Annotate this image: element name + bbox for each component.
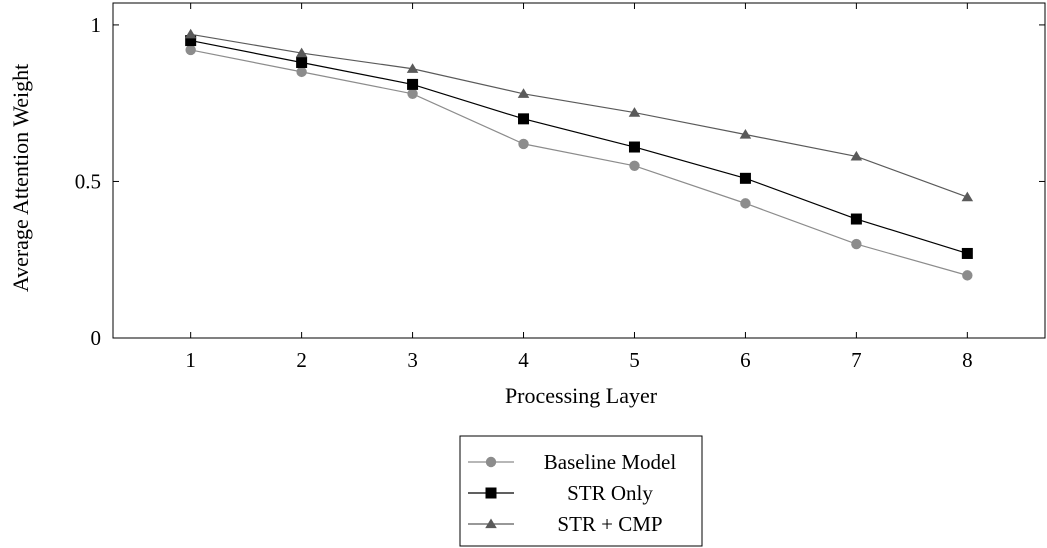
x-axis-ticks: 1 2 3 4 5 6 7 8 — [185, 3, 973, 372]
series-point — [296, 56, 308, 68]
y-tick-label: 0 — [91, 326, 102, 350]
series-point — [295, 47, 308, 58]
legend: Baseline Model STR Only STR + CMP — [459, 435, 703, 547]
plot-frame — [112, 2, 1046, 339]
series-point — [850, 150, 863, 161]
x-tick-label: 4 — [518, 348, 529, 372]
legend-marker — [485, 456, 497, 468]
x-tick-label: 7 — [851, 348, 862, 372]
legend-label: Baseline Model — [544, 450, 677, 474]
series-point — [184, 28, 197, 39]
y-tick-label: 0.5 — [75, 169, 101, 193]
y-tick-label: 1 — [91, 13, 102, 37]
series-point — [740, 198, 751, 209]
y-axis-ticks: 00.51 — [75, 13, 1045, 350]
x-axis-label: Processing Layer — [505, 383, 658, 408]
series-point — [961, 247, 973, 259]
series-point — [739, 128, 752, 139]
legend-box — [459, 435, 703, 547]
series-point — [629, 160, 640, 172]
series-point — [628, 107, 641, 117]
legend-marker — [485, 518, 497, 529]
x-tick-label: 3 — [407, 348, 418, 372]
series-line — [190, 49, 968, 276]
series-point — [850, 213, 862, 225]
series-point — [518, 138, 529, 150]
series-layer — [184, 28, 974, 281]
series-point — [628, 141, 640, 153]
series-point — [185, 44, 196, 56]
x-tick-label: 5 — [629, 348, 640, 372]
legend-entries: Baseline Model STR Only STR + CMP — [468, 450, 676, 536]
series-point — [517, 88, 530, 98]
x-tick-label: 6 — [740, 348, 751, 372]
series-point — [407, 88, 418, 99]
series-point — [739, 172, 751, 184]
series-point — [185, 35, 197, 47]
series-point — [296, 66, 307, 78]
legend-marker — [485, 487, 497, 499]
x-tick-label: 2 — [296, 348, 307, 372]
series-point — [962, 270, 973, 281]
series-line — [190, 39, 968, 255]
x-tick-label: 8 — [962, 348, 973, 372]
legend-label: STR + CMP — [557, 512, 662, 536]
series-point — [518, 113, 530, 125]
series-point — [961, 191, 974, 202]
series-point — [406, 63, 419, 73]
series-point — [407, 78, 419, 90]
series-line — [190, 33, 968, 198]
legend-label: STR Only — [567, 481, 653, 505]
series-point — [851, 238, 862, 250]
x-tick-label: 1 — [185, 348, 196, 372]
y-axis-label: Average Attention Weight — [8, 64, 33, 292]
